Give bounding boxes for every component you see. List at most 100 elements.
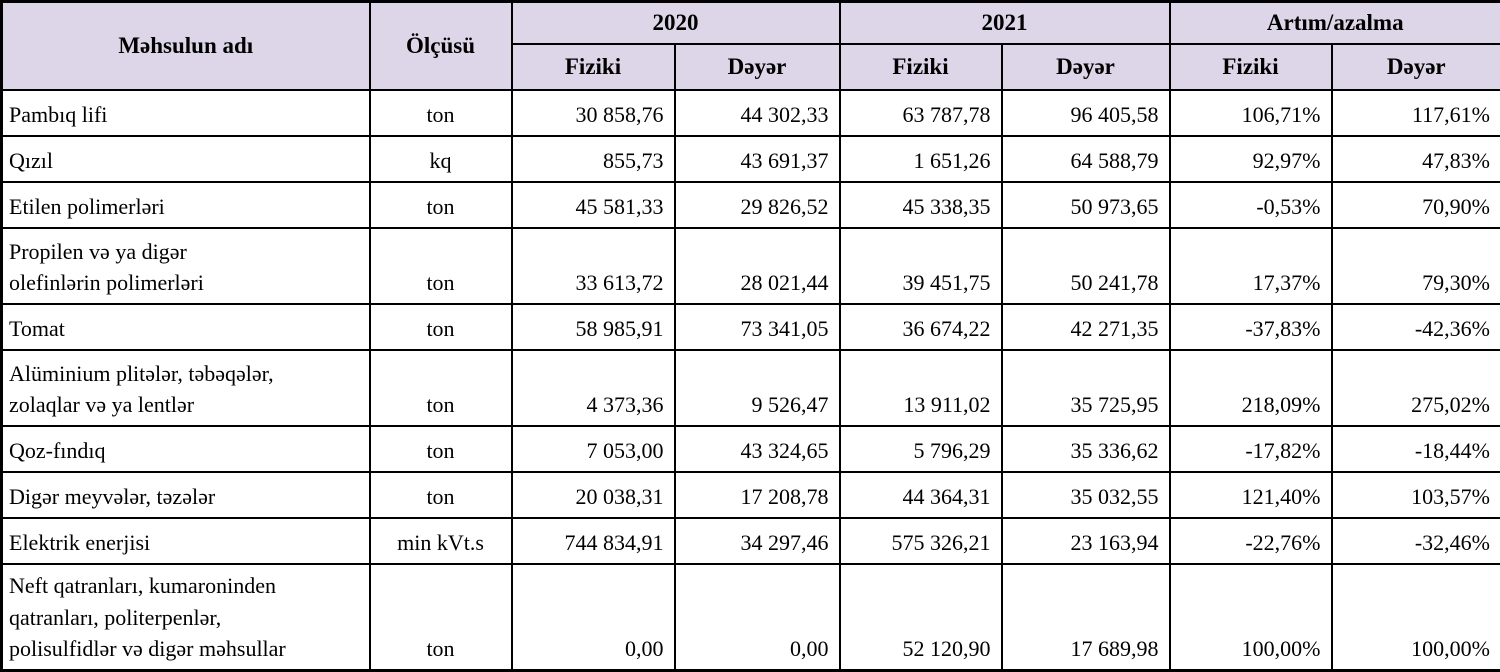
value-change-fiziki: -22,76% — [1170, 518, 1332, 564]
header-group-row: Məhsulun adı Ölçüsü 2020 2021 Artım/azal… — [2, 2, 1500, 45]
table-row: Tomat ton 58 985,91 73 341,05 36 674,22 … — [2, 304, 1500, 350]
header-group-2021: 2021 — [840, 2, 1170, 45]
value-2021-deyer: 50 973,65 — [1002, 182, 1170, 228]
table-row: Qoz-fındıq ton 7 053,00 43 324,65 5 796,… — [2, 426, 1500, 472]
header-2021-fiziki: Fiziki — [840, 44, 1002, 90]
header-change-deyer: Dəyər — [1332, 44, 1500, 90]
value-2021-fiziki: 36 674,22 — [840, 304, 1002, 350]
product-name-cell: Neft qatranları, kumaroninden qatranları… — [2, 564, 370, 671]
unit-cell: ton — [370, 350, 512, 426]
value-2020-deyer: 43 324,65 — [675, 426, 840, 472]
value-2021-fiziki: 39 451,75 — [840, 228, 1002, 304]
table-row: Qızıl kq 855,73 43 691,37 1 651,26 64 58… — [2, 136, 1500, 182]
header-2021-deyer: Dəyər — [1002, 44, 1170, 90]
value-2020-fiziki: 30 858,76 — [512, 90, 675, 136]
value-2020-deyer: 0,00 — [675, 564, 840, 671]
value-change-deyer: 117,61% — [1332, 90, 1500, 136]
table-row: Propilen və ya digər olefinlərin polimer… — [2, 228, 1500, 304]
product-name-cell: Pambıq lifi — [2, 90, 370, 136]
value-2020-deyer: 17 208,78 — [675, 472, 840, 518]
value-2020-deyer: 73 341,05 — [675, 304, 840, 350]
header-group-change: Artım/azalma — [1170, 2, 1500, 45]
value-2021-fiziki: 52 120,90 — [840, 564, 1002, 671]
header-group-2020: 2020 — [512, 2, 840, 45]
value-2021-deyer: 64 588,79 — [1002, 136, 1170, 182]
value-2021-fiziki: 5 796,29 — [840, 426, 1002, 472]
header-product-name: Məhsulun adı — [2, 2, 370, 91]
product-name-cell: Qoz-fındıq — [2, 426, 370, 472]
value-2021-fiziki: 13 911,02 — [840, 350, 1002, 426]
value-change-deyer: 103,57% — [1332, 472, 1500, 518]
value-change-fiziki: -37,83% — [1170, 304, 1332, 350]
value-2020-fiziki: 0,00 — [512, 564, 675, 671]
value-2021-deyer: 96 405,58 — [1002, 90, 1170, 136]
value-2020-deyer: 29 826,52 — [675, 182, 840, 228]
value-2020-deyer: 34 297,46 — [675, 518, 840, 564]
value-2021-deyer: 50 241,78 — [1002, 228, 1170, 304]
value-change-fiziki: 106,71% — [1170, 90, 1332, 136]
value-change-deyer: 100,00% — [1332, 564, 1500, 671]
value-change-fiziki: 218,09% — [1170, 350, 1332, 426]
value-change-deyer: 275,02% — [1332, 350, 1500, 426]
value-change-fiziki: 100,00% — [1170, 564, 1332, 671]
value-2021-fiziki: 575 326,21 — [840, 518, 1002, 564]
unit-cell: ton — [370, 304, 512, 350]
unit-cell: ton — [370, 228, 512, 304]
value-2021-deyer: 23 163,94 — [1002, 518, 1170, 564]
value-2021-deyer: 42 271,35 — [1002, 304, 1170, 350]
value-change-deyer: -42,36% — [1332, 304, 1500, 350]
unit-cell: ton — [370, 564, 512, 671]
product-name-cell: Digər meyvələr, təzələr — [2, 472, 370, 518]
value-change-deyer: -18,44% — [1332, 426, 1500, 472]
header-2020-fiziki: Fiziki — [512, 44, 675, 90]
value-change-deyer: 70,90% — [1332, 182, 1500, 228]
value-2020-deyer: 43 691,37 — [675, 136, 840, 182]
product-name-cell: Tomat — [2, 304, 370, 350]
table-row: Alüminium plitələr, təbəqələr, zolaqlar … — [2, 350, 1500, 426]
value-2020-fiziki: 4 373,36 — [512, 350, 675, 426]
unit-cell: kq — [370, 136, 512, 182]
header-2020-deyer: Dəyər — [675, 44, 840, 90]
value-2020-fiziki: 7 053,00 — [512, 426, 675, 472]
unit-cell: ton — [370, 472, 512, 518]
value-change-fiziki: 121,40% — [1170, 472, 1332, 518]
value-2020-deyer: 44 302,33 — [675, 90, 840, 136]
value-2020-fiziki: 33 613,72 — [512, 228, 675, 304]
table-body: Pambıq lifi ton 30 858,76 44 302,33 63 7… — [2, 90, 1500, 671]
table-header: Məhsulun adı Ölçüsü 2020 2021 Artım/azal… — [2, 2, 1500, 91]
value-2020-deyer: 9 526,47 — [675, 350, 840, 426]
unit-cell: ton — [370, 182, 512, 228]
value-2020-fiziki: 45 581,33 — [512, 182, 675, 228]
value-change-fiziki: -17,82% — [1170, 426, 1332, 472]
value-change-deyer: 47,83% — [1332, 136, 1500, 182]
unit-cell: ton — [370, 90, 512, 136]
value-change-fiziki: -0,53% — [1170, 182, 1332, 228]
table-row: Digər meyvələr, təzələr ton 20 038,31 17… — [2, 472, 1500, 518]
value-2020-fiziki: 744 834,91 — [512, 518, 675, 564]
value-2021-fiziki: 44 364,31 — [840, 472, 1002, 518]
value-2021-fiziki: 63 787,78 — [840, 90, 1002, 136]
table-row: Pambıq lifi ton 30 858,76 44 302,33 63 7… — [2, 90, 1500, 136]
table-row: Neft qatranları, kumaroninden qatranları… — [2, 564, 1500, 671]
header-change-fiziki: Fiziki — [1170, 44, 1332, 90]
value-change-deyer: -32,46% — [1332, 518, 1500, 564]
unit-cell: ton — [370, 426, 512, 472]
value-change-fiziki: 17,37% — [1170, 228, 1332, 304]
unit-cell: min kVt.s — [370, 518, 512, 564]
value-2020-fiziki: 20 038,31 — [512, 472, 675, 518]
value-2020-fiziki: 58 985,91 — [512, 304, 675, 350]
product-name-cell: Alüminium plitələr, təbəqələr, zolaqlar … — [2, 350, 370, 426]
product-name-cell: Propilen və ya digər olefinlərin polimer… — [2, 228, 370, 304]
value-2021-fiziki: 45 338,35 — [840, 182, 1002, 228]
value-2020-fiziki: 855,73 — [512, 136, 675, 182]
value-2021-fiziki: 1 651,26 — [840, 136, 1002, 182]
product-name-cell: Etilen polimerləri — [2, 182, 370, 228]
value-2021-deyer: 35 725,95 — [1002, 350, 1170, 426]
value-change-deyer: 79,30% — [1332, 228, 1500, 304]
product-name-cell: Elektrik enerjisi — [2, 518, 370, 564]
header-unit: Ölçüsü — [370, 2, 512, 91]
table-row: Elektrik enerjisi min kVt.s 744 834,91 3… — [2, 518, 1500, 564]
value-2021-deyer: 35 032,55 — [1002, 472, 1170, 518]
